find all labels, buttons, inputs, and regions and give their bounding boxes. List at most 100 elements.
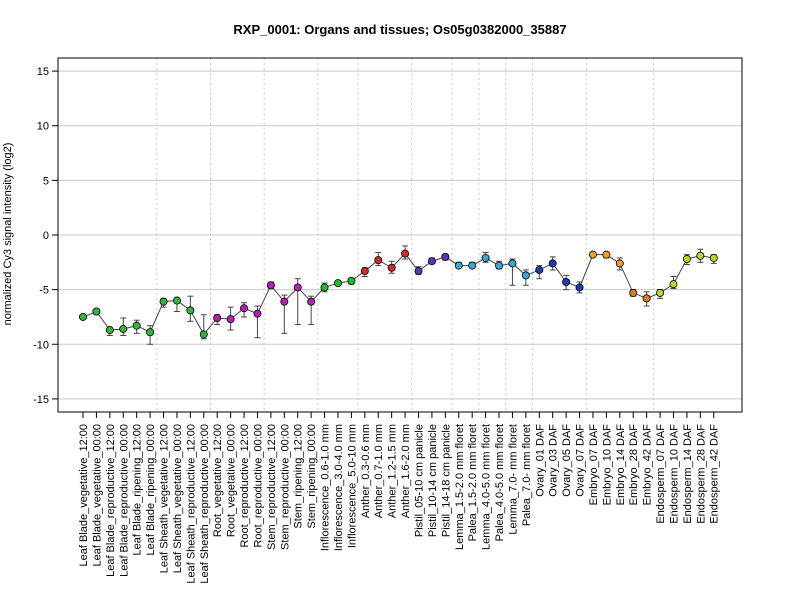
x-tick-label: Endosperm_07 DAF — [655, 424, 667, 524]
y-tick-label: -15 — [33, 394, 49, 406]
data-point — [468, 261, 477, 270]
data-point — [629, 288, 638, 297]
data-point — [575, 283, 584, 292]
x-tick-label: Embryo_14 DAF — [615, 424, 627, 506]
x-tick-label: Palea_4.0-5.0 mm floret — [494, 424, 506, 541]
x-tick-label: Embryo_10 DAF — [601, 424, 613, 506]
data-point — [481, 253, 490, 262]
data-point — [213, 314, 222, 323]
data-point — [535, 265, 544, 274]
y-axis-label: normalized Cy3 signal intensity (log2) — [2, 143, 14, 326]
x-tick-label: Pistil_10-14 cm panicle — [427, 424, 439, 537]
data-point — [682, 255, 691, 264]
series-layer — [79, 245, 718, 345]
y-tick-label: -10 — [33, 339, 49, 351]
x-tick-label: Root_reproductive_12:00 — [239, 424, 251, 548]
data-point — [401, 249, 410, 258]
x-tick-label: Root_vegetative_12:00 — [212, 424, 224, 537]
data-point — [669, 280, 678, 289]
data-point — [280, 297, 289, 306]
data-point — [347, 276, 356, 285]
data-point — [427, 257, 436, 266]
x-tick-label: Ovary_03 DAF — [548, 424, 560, 497]
x-tick-label: Stem_ripening_00:00 — [306, 424, 318, 529]
data-point — [307, 297, 316, 306]
x-tick-label: Root_reproductive_00:00 — [252, 424, 264, 548]
y-tick-label: 10 — [37, 121, 49, 133]
x-tick-label: Stem_reproductive_12:00 — [266, 424, 278, 550]
data-point — [333, 279, 342, 288]
x-tick-label: Leaf Blade_reproductive_12:00 — [105, 424, 117, 577]
data-point — [548, 259, 557, 268]
data-point — [253, 309, 262, 318]
x-tick-label: Endosperm_14 DAF — [682, 424, 694, 524]
data-point — [92, 307, 101, 316]
data-point — [266, 281, 275, 290]
x-tick-label: Leaf Blade_vegetative_12:00 — [78, 424, 90, 567]
y-tick-label: 5 — [43, 175, 49, 187]
x-tick-label: Anther_1.2-1.5 mm — [387, 424, 399, 518]
data-point — [374, 256, 383, 265]
x-tick-label: Stem_reproductive_00:00 — [279, 424, 291, 550]
x-tick-label: Lemma_4.0-5.0 mm floret — [481, 424, 493, 550]
x-tick-label: Ovary_01 DAF — [534, 424, 546, 497]
data-point — [454, 261, 463, 270]
x-tick-label: Leaf Blade_ripening_00:00 — [145, 424, 157, 556]
data-point — [240, 304, 249, 313]
x-tick-label: Anther_1.6-2.0 mm — [400, 424, 412, 518]
y-tick-label: 15 — [37, 66, 49, 78]
data-point — [615, 259, 624, 268]
x-tick-label: Inflorescence_0.6-1.0 mm — [320, 424, 332, 551]
data-point — [79, 312, 88, 321]
grid-layer — [58, 58, 742, 412]
x-tick-label: Palea_1.5-2.0 mm floret — [467, 424, 479, 541]
x-tick-label: Pistil_14-18 cm panicle — [440, 424, 452, 537]
x-tick-label: Leaf Sheath_reproductive_00:00 — [199, 424, 211, 584]
data-point — [508, 259, 517, 268]
x-tick-label: Leaf Sheath_reproductive_12:00 — [185, 424, 197, 584]
data-point — [588, 250, 597, 259]
x-tick-label: Leaf Sheath_vegetative_12:00 — [159, 424, 171, 573]
x-tick-label: Root_vegetative_00:00 — [226, 424, 238, 537]
x-tick-label: Inflorescence_3.0-4.0 mm — [333, 424, 345, 551]
data-point — [521, 271, 530, 280]
x-tick-label: Lemma_7.0- mm floret — [507, 424, 519, 535]
x-tick-label: Ovary_05 DAF — [561, 424, 573, 497]
x-tick-label: Anther_0.3-0.6 mm — [360, 424, 372, 518]
y-tick-label: -5 — [39, 285, 49, 297]
x-tick-label: Stem_ripening_12:00 — [293, 424, 305, 529]
data-point — [602, 250, 611, 259]
x-tick-label: Endosperm_28 DAF — [695, 424, 707, 524]
x-tick-label: Pistil_05-10 cm panicle — [414, 424, 426, 537]
data-point — [293, 283, 302, 292]
data-point — [132, 321, 141, 330]
x-tick-label: Ovary_07 DAF — [575, 424, 587, 497]
x-tick-label: Endosperm_42 DAF — [709, 424, 721, 524]
data-point — [119, 324, 128, 333]
x-tick-label: Anther_0.7-1.0 mm — [373, 424, 385, 518]
data-point — [360, 267, 369, 276]
data-point — [387, 263, 396, 272]
x-tick-label: Leaf Blade_vegetative_00:00 — [91, 424, 103, 567]
data-point — [414, 267, 423, 276]
x-tick-label: Palea_7.0- mm floret — [521, 424, 533, 526]
x-tick-label: Leaf Blade_ripening_12:00 — [132, 424, 144, 556]
data-point — [495, 261, 504, 270]
x-tick-label: Inflorescence_5.0-10 mm — [346, 424, 358, 548]
x-tick-label: Embryo_42 DAF — [642, 424, 654, 506]
data-point — [146, 328, 155, 337]
x-tick-label: Leaf Sheath_vegetative_00:00 — [172, 424, 184, 573]
data-point — [105, 326, 114, 335]
data-point — [186, 306, 195, 315]
data-point — [199, 330, 208, 339]
data-point — [642, 294, 651, 303]
x-tick-label: Endosperm_10 DAF — [668, 424, 680, 524]
data-point — [656, 288, 665, 297]
data-point — [441, 252, 450, 261]
data-point — [696, 251, 705, 260]
x-tick-label: Embryo_28 DAF — [628, 424, 640, 506]
data-point — [562, 277, 571, 286]
y-tick-label: 0 — [43, 230, 49, 242]
x-tick-label: Lemma_1.5-2.0 mm floret — [454, 424, 466, 550]
